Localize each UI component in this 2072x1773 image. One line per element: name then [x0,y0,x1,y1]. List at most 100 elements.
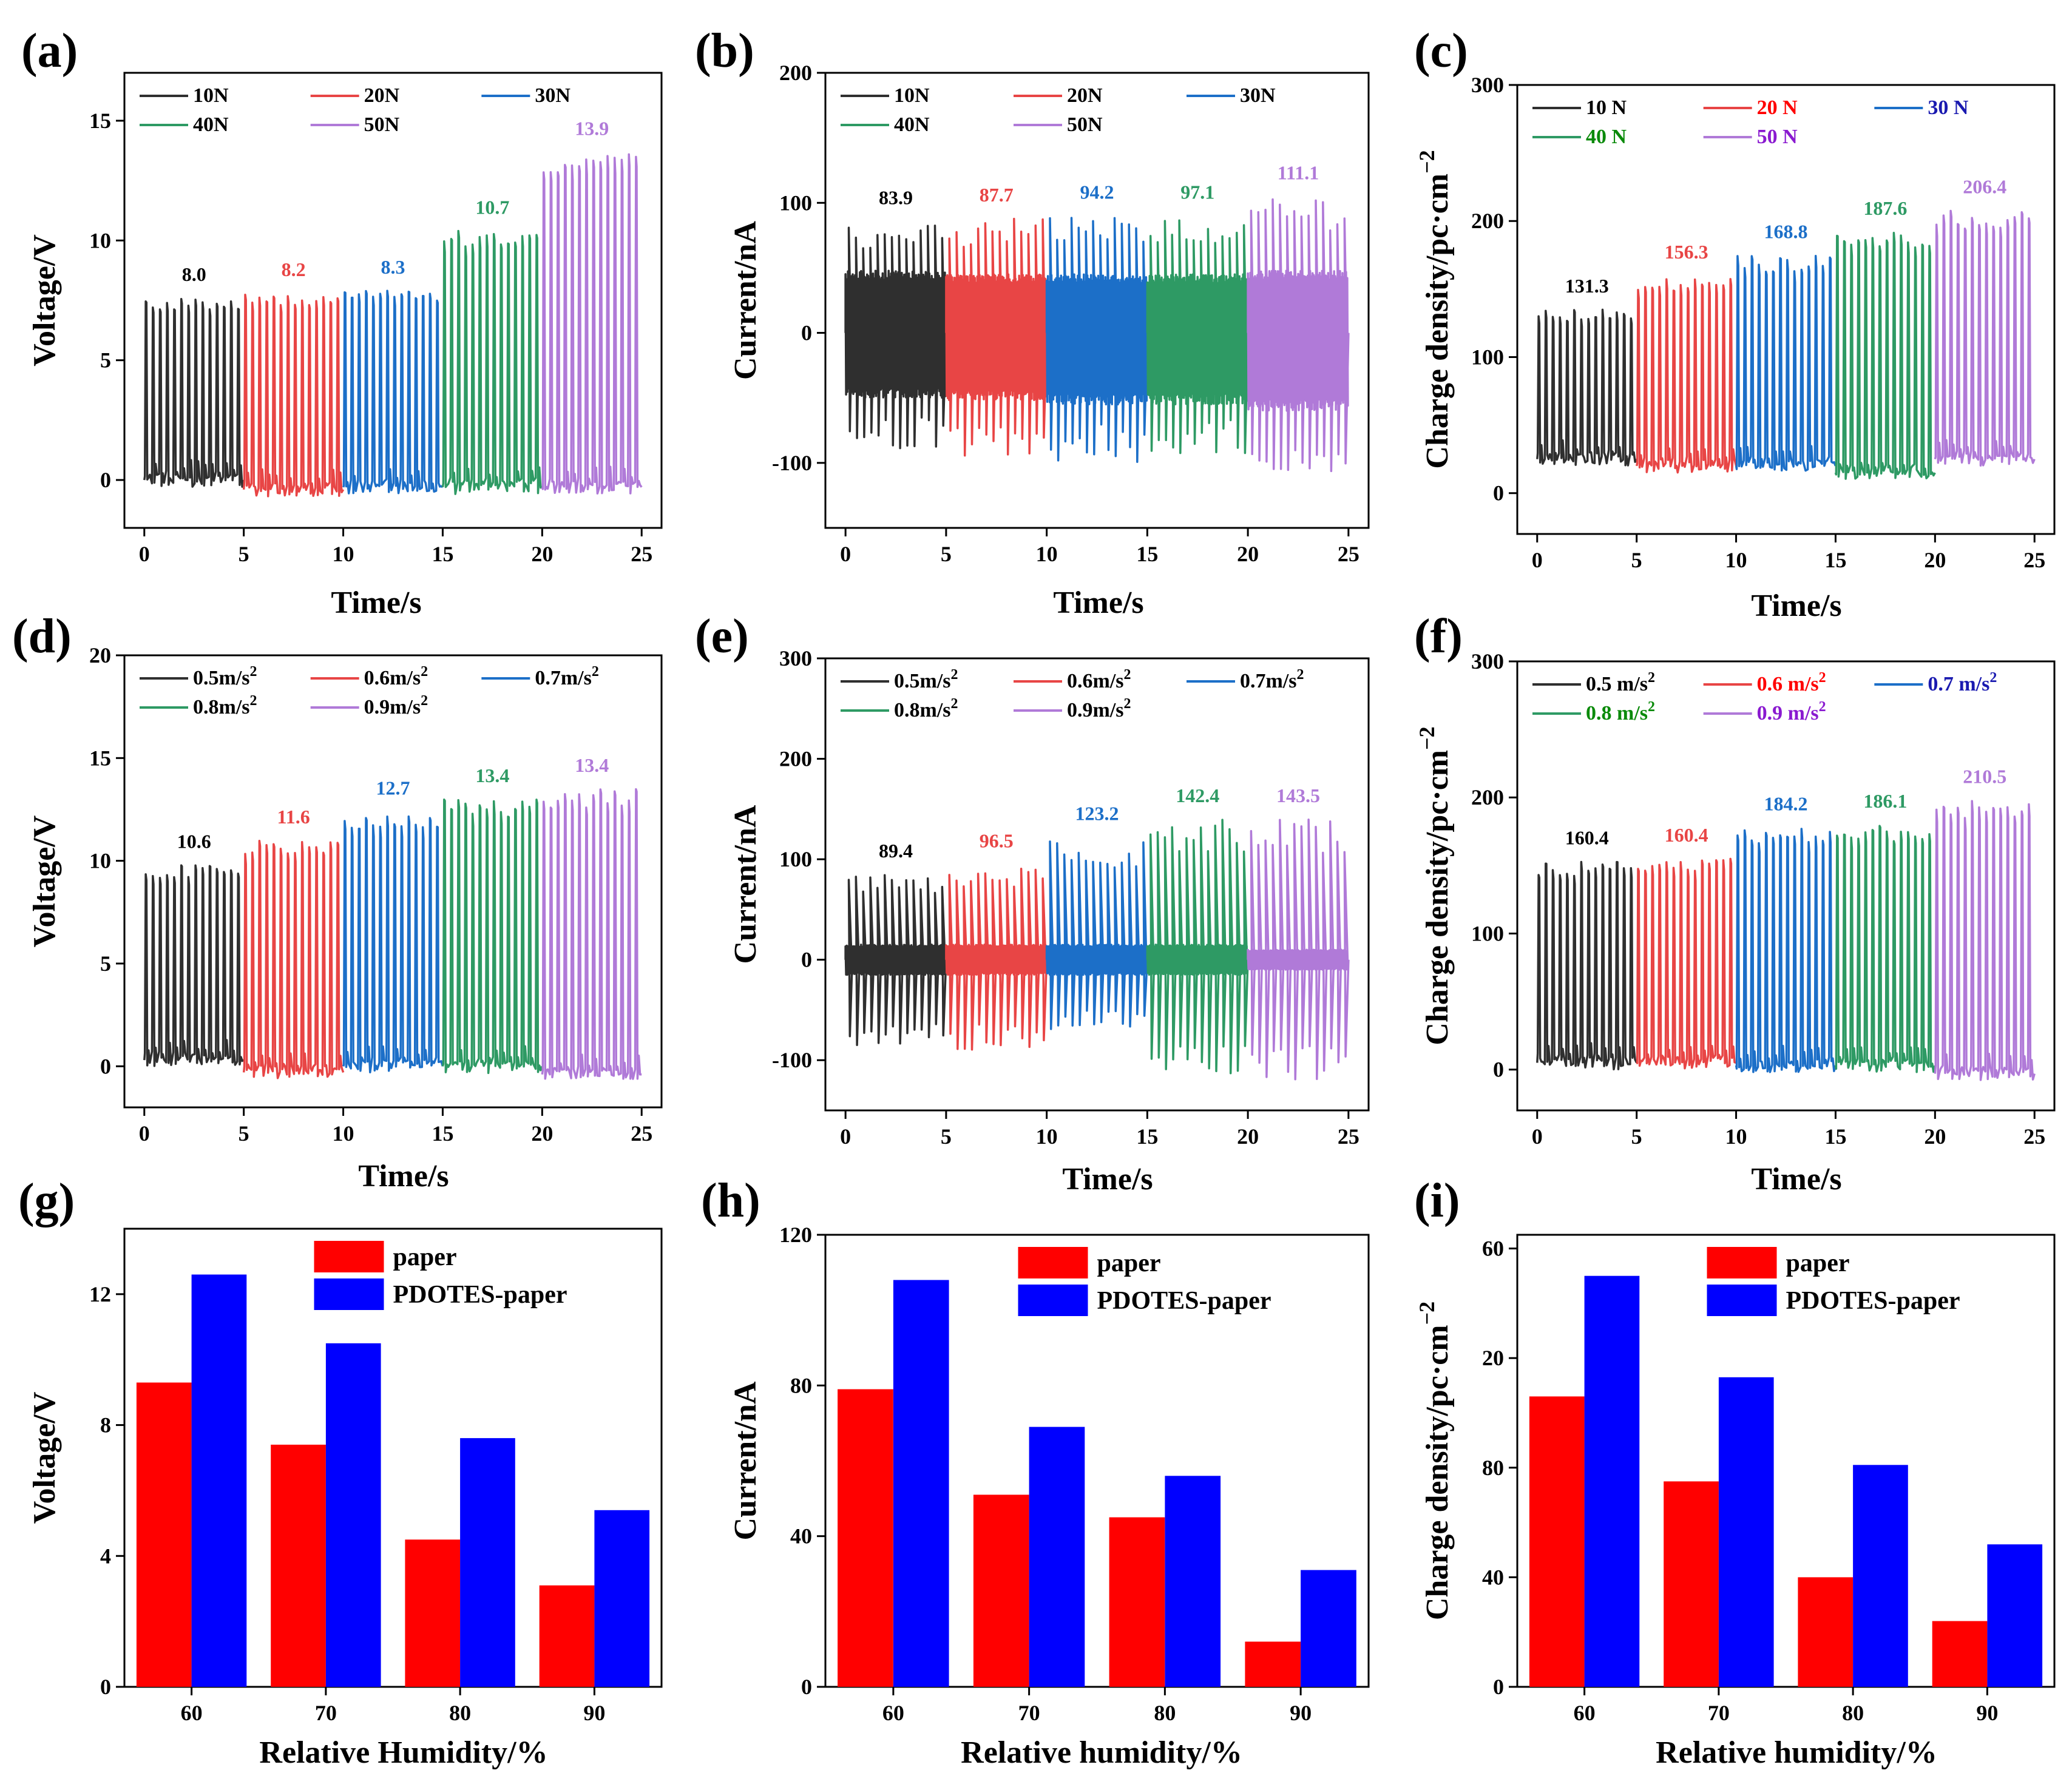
y-tick-label: 200 [1471,209,1504,233]
x-tick-label: 15 [1136,1124,1158,1149]
y-tick-label: 4 [100,1544,111,1568]
series-3-trace [441,229,543,495]
peak-value-label: 8.3 [381,256,405,278]
x-tick-label: 5 [1631,1124,1642,1149]
panel-label: (e) [695,610,749,663]
bar-pdotes-paper-60 [893,1280,949,1687]
panel-label: (d) [12,610,72,663]
series-3-trace [441,798,543,1075]
x-axis-title: Time/s [1062,1162,1153,1197]
series-1-trace [1636,857,1737,1070]
y-tick-label: 0 [1493,1058,1504,1082]
legend-label: 0.8m/s2 [894,696,958,721]
y-tick-label: 0 [801,1675,812,1699]
series-1-trace [1635,278,1738,474]
y-tick-label: -100 [772,451,812,475]
bar-paper-60 [838,1389,893,1687]
legend-label: 50N [1067,113,1103,136]
peak-value-label: 10.6 [177,830,211,852]
peak-value-label: 131.3 [1565,275,1609,297]
series-3-trace [1834,825,1937,1073]
series-0-trace [143,864,245,1067]
x-tick-label: 5 [1631,548,1642,572]
series-4-trace [1247,198,1350,473]
x-axis-title: Time/s [1751,589,1841,623]
y-tick-label: 10 [89,228,111,252]
legend-label-sup: 2 [250,693,257,709]
legend: 0.5m/s2 0.6m/s2 0.7m/s20.8m/s2 0.9m/s2 [841,667,1304,721]
x-tick-label: 15 [432,542,453,566]
legend-label-sup: 2 [250,664,257,680]
x-tick-label: 0 [840,1124,851,1149]
legend-label: 30N [1240,84,1276,107]
legend-label: 30 N [1928,96,1969,119]
y-tick-label: 200 [779,61,812,85]
peak-value-label: 160.4 [1565,827,1609,849]
legend-label-text: 50N [364,113,400,136]
y-axis-title: Current/nA [728,1381,763,1540]
legend-label: 40 N [1586,126,1627,148]
peak-value-label: 123.2 [1075,803,1119,825]
x-axis-title: Relative humidity/% [961,1735,1242,1770]
x-tick-label: 20 [531,1121,553,1146]
legend-label: 0.9 m/s2 [1757,699,1826,724]
bar-paper-90 [1932,1621,1988,1687]
x-tick-label: 25 [2023,548,2045,572]
x-axis-title: Relative Humidity/% [259,1735,547,1770]
legend: paper PDOTES-paper [1707,1247,1960,1316]
peak-value-label: 186.1 [1863,790,1907,812]
peak-value-label: 83.9 [879,186,913,208]
legend-label-text: 0.9m/s [1067,699,1124,721]
bar-pdotes-paper-60 [191,1274,247,1687]
y-axis-title-sup: −2 [1415,150,1439,174]
chart-i: 0 40 80 20 60 Relative humidity/% Charge densi… [1414,1174,2056,1770]
y-tick-label: 300 [779,646,812,670]
legend-label-sup: 2 [1124,667,1131,683]
bar-paper-80 [405,1539,461,1687]
legend-label-sup: 2 [951,667,958,683]
x-tick-label: 20 [1237,542,1259,566]
legend-label-sup: 2 [1648,699,1655,715]
legend-swatch [314,1278,384,1310]
x-tick-label: 80 [1842,1701,1864,1725]
y-axis-title-text: Current/nA [728,221,763,380]
peak-value-label: 168.8 [1764,220,1808,242]
legend: 10N 20N 30N 40N 50N [841,84,1276,136]
plot-frame [123,1228,663,1688]
legend-label-text: 20N [364,84,400,107]
x-tick-label: 0 [1532,548,1543,572]
legend-label: PDOTES-paper [1786,1287,1960,1315]
legend-label: 0.9m/s2 [364,693,428,718]
series-1-trace [242,839,345,1079]
y-tick-label: 300 [1471,73,1504,97]
x-tick-label: 10 [1036,1124,1058,1149]
x-tick-label: 10 [333,1121,354,1146]
legend-label-text: 20N [1067,84,1103,107]
legend-label-text: 0.8m/s [193,696,250,718]
bar-paper-70 [1664,1481,1719,1687]
peak-value-label: 187.6 [1863,197,1907,219]
y-tick-label: 100 [779,847,812,871]
bar-pdotes-paper-80 [1165,1476,1221,1687]
y-axis-title-text: Charge density/pc·cm [1420,1325,1455,1620]
y-axis-title-text: Voltage/V [27,1392,62,1524]
legend-label: 10N [193,84,229,107]
legend-label-text: 50N [1067,113,1103,136]
panel-label: (b) [695,24,754,78]
series-4-trace [1934,800,2036,1081]
legend-label: 0.6m/s2 [364,664,428,689]
y-axis-title: Voltage/V [27,234,62,366]
x-tick-label: 60 [181,1701,203,1725]
legend-label: 20N [1067,84,1103,107]
y-axis-title-text: Current/nA [728,805,763,964]
bar-pdotes-paper-90 [1987,1544,2043,1687]
panel-label: (f) [1414,610,1463,663]
legend-label-text: 0.6m/s [1067,670,1124,692]
peak-value-label: 13.4 [575,754,609,776]
bar-pdotes-paper-60 [1584,1275,1640,1687]
y-tick-label: 0 [801,321,812,345]
chart-e: -100 0 100 200 300 0 5 10 15 20 25 Time/s Current/nA… [695,610,1370,1197]
peak-value-label: 87.7 [980,184,1014,206]
series-0-trace [844,874,947,1046]
plot-frame [123,72,663,529]
